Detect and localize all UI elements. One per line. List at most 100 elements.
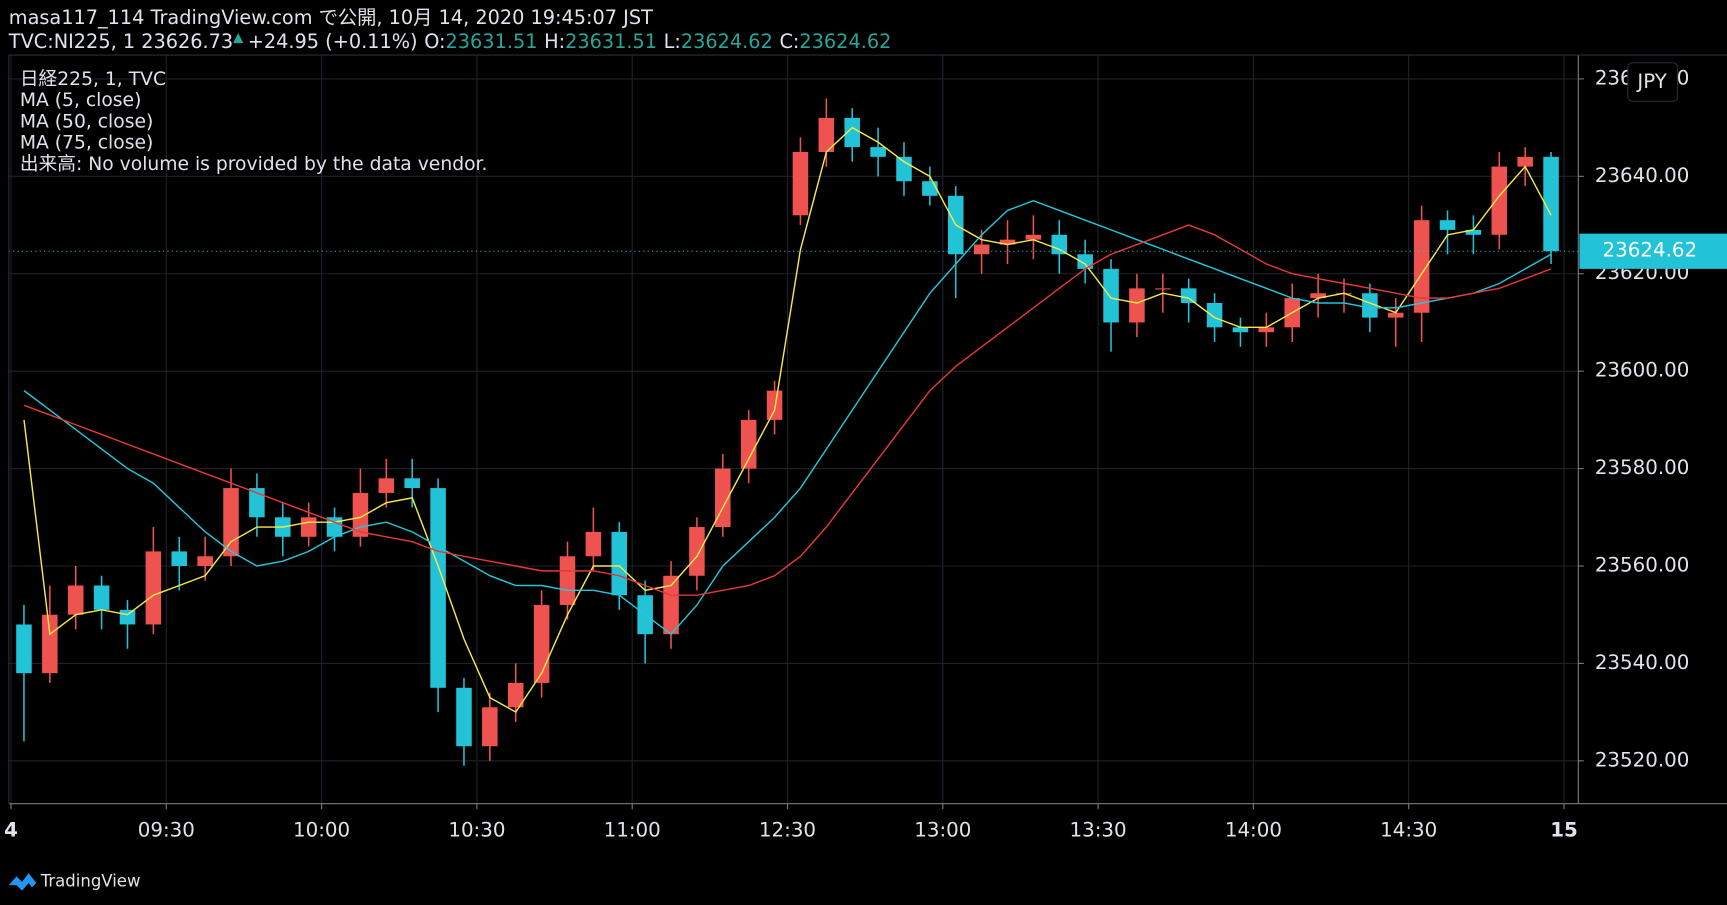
ohlc-value: 23631.51 bbox=[446, 29, 538, 52]
currency: JPY bbox=[1635, 70, 1667, 93]
candle-body bbox=[533, 604, 550, 683]
x-tick-label: 13:00 bbox=[914, 819, 971, 842]
ohlc-value: 23624.62 bbox=[799, 29, 891, 52]
candle-body bbox=[430, 488, 446, 688]
candle-body bbox=[93, 585, 110, 610]
candle-body bbox=[1155, 288, 1171, 290]
candle-body bbox=[456, 687, 472, 747]
legend-series: 日経225, 1, TVC bbox=[20, 69, 166, 90]
ohlc: O:23631.51 H:23631.51 L:23624.62 C:23624.62 bbox=[424, 29, 891, 52]
x-tick-label: 14:30 bbox=[1380, 819, 1437, 842]
y-tick-label: 23560.00 bbox=[1595, 554, 1690, 577]
y-tick-label: 23600.00 bbox=[1595, 359, 1690, 382]
last-price-box bbox=[1579, 233, 1727, 269]
header-line1: masa117_114 TradingView.com で公開, 10月 14,… bbox=[9, 6, 653, 29]
y-tick-label: 23640.00 bbox=[1595, 164, 1690, 187]
candle-body bbox=[1051, 234, 1068, 255]
candle-body bbox=[145, 551, 162, 625]
candle-body bbox=[249, 488, 265, 518]
candle-body bbox=[922, 181, 938, 196]
brand: TradingView bbox=[40, 871, 141, 890]
candle-body bbox=[663, 575, 679, 635]
candle-body bbox=[1232, 327, 1249, 333]
candle-body bbox=[1465, 229, 1482, 235]
grid bbox=[8, 55, 1579, 804]
x-tick-label: 15 bbox=[1550, 819, 1578, 842]
x-tick-label: 10:00 bbox=[293, 819, 350, 842]
candle-body bbox=[1413, 220, 1430, 313]
candle-body bbox=[844, 117, 860, 148]
candle-body bbox=[300, 517, 317, 537]
candle-body bbox=[1439, 220, 1456, 230]
candle-body bbox=[611, 531, 628, 596]
x-tick-label: 4 bbox=[4, 819, 18, 842]
candle-body bbox=[1025, 234, 1042, 240]
candle-body bbox=[689, 527, 705, 576]
legend-ma: MA (5, close) bbox=[20, 90, 142, 111]
ohlc-label: H: bbox=[544, 29, 565, 52]
x-tick-label: 14:00 bbox=[1225, 819, 1282, 842]
ohlc-label: O: bbox=[424, 29, 445, 52]
candle-body bbox=[715, 468, 731, 528]
candle-body bbox=[1543, 156, 1559, 252]
candle-body bbox=[378, 478, 395, 493]
legend-ma: MA (50, close) bbox=[20, 111, 153, 132]
symbol: TVC:NI225, 1 bbox=[8, 29, 135, 52]
candle-body bbox=[792, 151, 809, 216]
ohlc-value: 23631.51 bbox=[565, 29, 657, 52]
candle-body bbox=[585, 531, 602, 557]
ohlc-label: C: bbox=[779, 29, 799, 52]
candle-body bbox=[1362, 293, 1378, 318]
candle-body bbox=[896, 156, 912, 182]
candle-body bbox=[1310, 293, 1326, 299]
currency-box bbox=[1627, 62, 1678, 102]
moving-average bbox=[23, 199, 1552, 636]
candle-body bbox=[999, 239, 1016, 245]
candle-body bbox=[1387, 312, 1404, 318]
candle-body bbox=[67, 585, 84, 615]
legend-ma: MA (75, close) bbox=[20, 133, 153, 154]
candle-body bbox=[1491, 166, 1508, 235]
moving-average bbox=[23, 224, 1552, 596]
ohlc-label: L: bbox=[664, 29, 681, 52]
plot bbox=[8, 98, 1579, 766]
candle-body bbox=[1258, 327, 1275, 333]
candle-body bbox=[171, 551, 188, 567]
candle-body bbox=[119, 609, 136, 625]
candle-body bbox=[973, 244, 990, 255]
moving-average bbox=[23, 126, 1552, 714]
y-tick-label: 23580.00 bbox=[1595, 456, 1690, 479]
candle-body bbox=[404, 478, 420, 489]
candle-body bbox=[1206, 302, 1223, 328]
up-arrow: ▲ bbox=[233, 30, 244, 45]
logo bbox=[8, 873, 37, 891]
candle-body bbox=[507, 682, 524, 708]
change: +24.95 (+0.11%) bbox=[248, 29, 418, 52]
x-tick-label: 10:30 bbox=[448, 819, 505, 842]
candle-body bbox=[223, 488, 239, 557]
candle-body bbox=[559, 556, 576, 605]
candle-body bbox=[1129, 288, 1145, 323]
candle-body bbox=[482, 707, 498, 747]
price: 23626.73 bbox=[141, 29, 233, 52]
legend-volume: 出来高: No volume is provided by the data v… bbox=[20, 154, 488, 175]
candle-body bbox=[197, 556, 213, 567]
axes: 23520.00 23540.00 23560.00 23580.00 23600.00… bbox=[4, 54, 1727, 842]
candle-body bbox=[42, 614, 58, 674]
candle-body bbox=[740, 419, 757, 469]
y-tick-label: 23540.00 bbox=[1595, 651, 1690, 674]
candle-body bbox=[766, 390, 783, 420]
x-tick-label: 12:30 bbox=[759, 819, 816, 842]
candle-body bbox=[1103, 268, 1119, 323]
x-tick-label: 09:30 bbox=[138, 819, 195, 842]
header-line2: TVC:NI225, 1 23626.73▲ +24.95 (+0.11%) O:2… bbox=[8, 29, 892, 52]
candle-body bbox=[1180, 288, 1197, 303]
y-tick-label: 23520.00 bbox=[1595, 748, 1690, 771]
ohlc-value: 23624.62 bbox=[681, 29, 773, 52]
candle-body bbox=[16, 624, 32, 674]
candle-body bbox=[1517, 156, 1533, 167]
